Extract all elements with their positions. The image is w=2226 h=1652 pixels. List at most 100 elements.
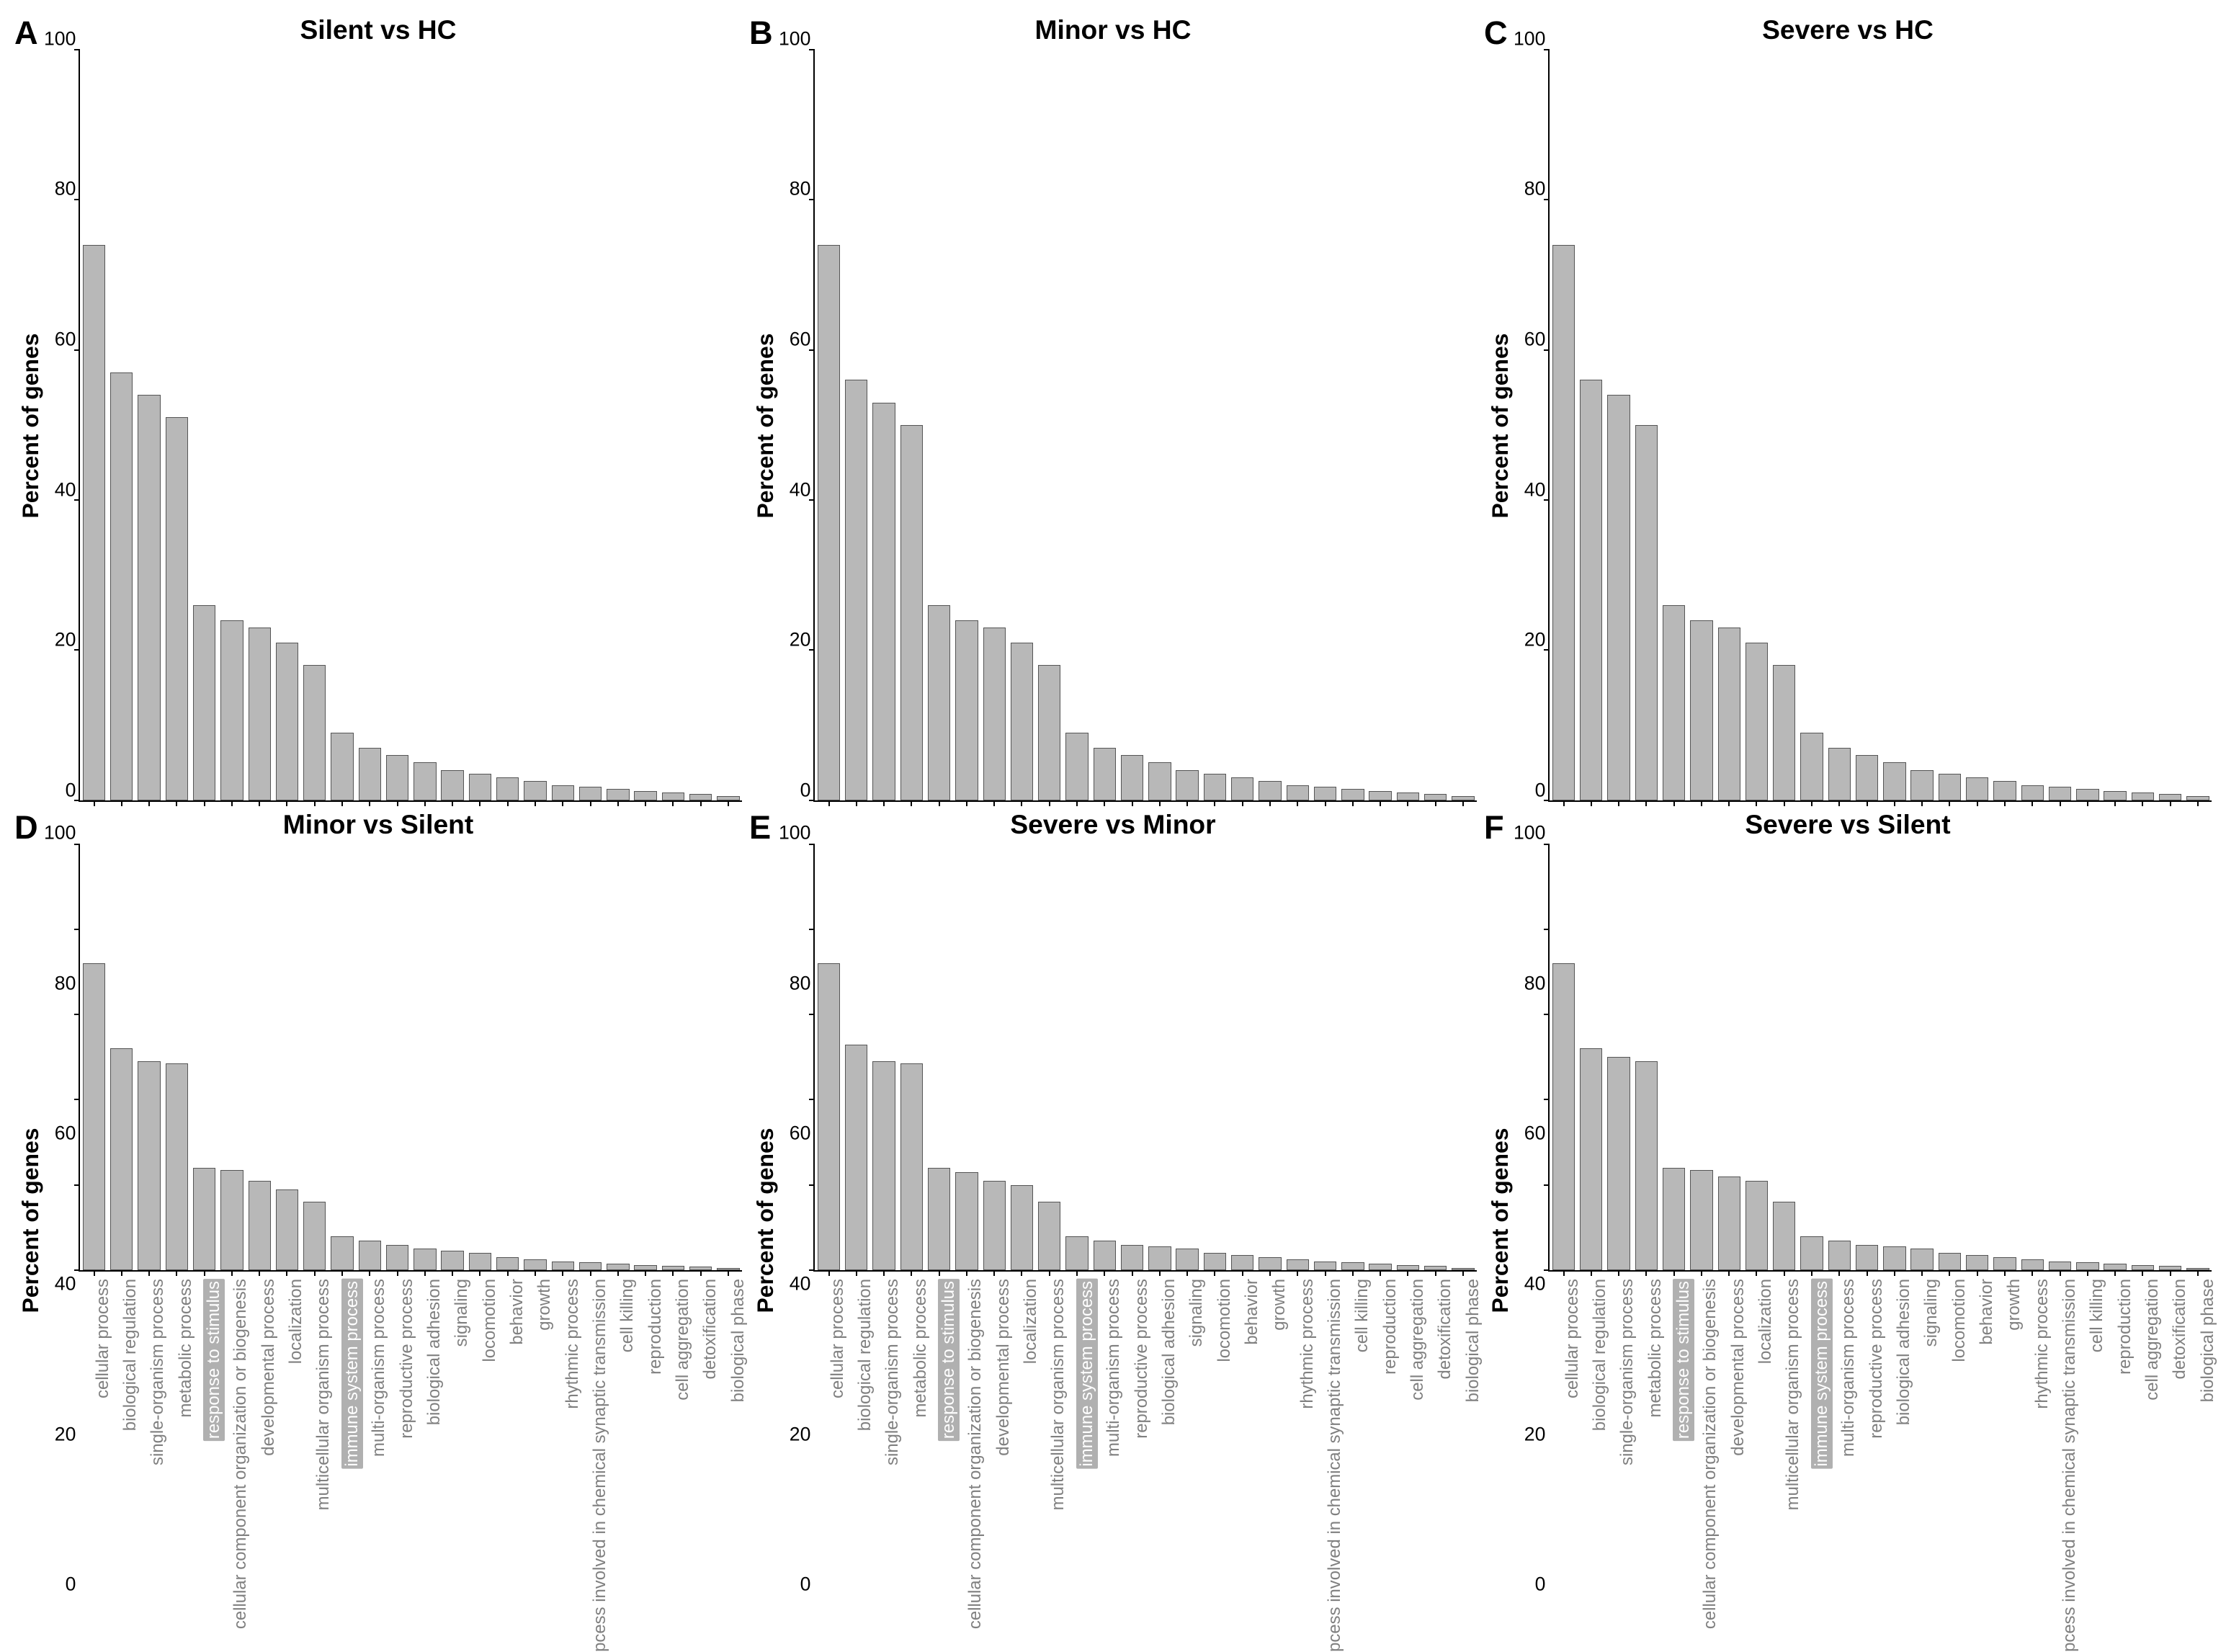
y-tick-label: 20 xyxy=(1524,629,1546,651)
bar xyxy=(276,643,298,800)
bar xyxy=(1828,748,1851,800)
x-label: biological phase xyxy=(728,1279,748,1402)
bar-slot xyxy=(576,50,604,800)
bar-slot xyxy=(1964,50,1991,800)
bar-slot xyxy=(2157,50,2184,800)
bar-slot xyxy=(1146,50,1174,800)
bar xyxy=(955,620,978,800)
y-tick-mark xyxy=(74,349,80,351)
y-axis-label: Percent of genes xyxy=(14,50,44,802)
bar-slot xyxy=(1936,50,1963,800)
bar-slot xyxy=(1367,844,1394,1271)
bar-slot xyxy=(1798,844,1825,1271)
bar-slot xyxy=(2019,50,2046,800)
bar xyxy=(1259,1257,1281,1270)
bar xyxy=(1397,792,1419,800)
bar xyxy=(1369,791,1391,800)
x-label: cell killing xyxy=(2087,1279,2107,1352)
bar-slot xyxy=(604,50,632,800)
plot-column: cellular processbiological regulationsin… xyxy=(813,844,1477,1597)
bar xyxy=(1773,1202,1795,1270)
y-tick-label: 20 xyxy=(55,1423,76,1445)
bar xyxy=(872,1061,895,1270)
bar xyxy=(1856,1245,1878,1270)
y-tick-mark xyxy=(74,49,80,50)
bar-slot xyxy=(1605,844,1632,1271)
bar xyxy=(2159,794,2181,800)
y-tick-label: 100 xyxy=(779,822,810,844)
bar-slot xyxy=(1964,844,1991,1271)
bar-slot xyxy=(1091,844,1118,1271)
y-tick-label: 40 xyxy=(1524,478,1546,501)
bar-slot xyxy=(1632,50,1660,800)
y-axis: 100806040200 xyxy=(779,844,813,1597)
y-axis: 100806040200 xyxy=(44,844,79,1597)
bar xyxy=(414,1249,436,1270)
x-label: developmental process xyxy=(1728,1279,1748,1456)
x-label: behavior xyxy=(507,1279,527,1345)
x-label: single-organism process xyxy=(148,1279,168,1465)
bar-slot xyxy=(2184,50,2212,800)
y-tick-label: 80 xyxy=(55,178,76,200)
bar-slot xyxy=(163,844,190,1271)
bar-slot xyxy=(1118,50,1145,800)
bar xyxy=(845,380,867,800)
bar-slot xyxy=(1063,50,1091,800)
bar-slot xyxy=(1201,844,1228,1271)
bar xyxy=(249,628,271,800)
bar xyxy=(607,1264,629,1270)
bar-slot xyxy=(1311,844,1338,1271)
bar-slot xyxy=(1688,844,1715,1271)
plot-area xyxy=(1548,844,2212,1272)
y-tick-mark xyxy=(1544,1099,1550,1100)
y-tick-label: 60 xyxy=(55,1122,76,1145)
plot-area xyxy=(79,844,742,1272)
bar xyxy=(662,1266,684,1270)
bar-slot xyxy=(1036,844,1063,1271)
bar-slot xyxy=(1394,844,1421,1271)
y-tick-mark xyxy=(1544,800,1550,801)
y-tick-label: 0 xyxy=(800,1573,811,1596)
x-label: multicellular organism process xyxy=(313,1279,334,1510)
bar-slot xyxy=(1201,50,1228,800)
bar xyxy=(220,620,243,800)
bar-slot xyxy=(715,50,742,800)
bar-slot xyxy=(1091,50,1118,800)
panel-c: CSevere vs HCPercent of genes10080604020… xyxy=(1484,14,2212,802)
bar-slot xyxy=(191,844,218,1271)
x-label: signaling xyxy=(1921,1279,1941,1347)
bar xyxy=(1607,1057,1630,1270)
bar-slot xyxy=(870,844,898,1271)
x-label: growth xyxy=(535,1279,555,1331)
bar xyxy=(689,794,712,800)
x-label: metabolic process xyxy=(1645,1279,1666,1418)
bar-slot xyxy=(659,844,687,1271)
bar-slot xyxy=(659,50,687,800)
plot-wrap: Percent of genes100806040200cellular pro… xyxy=(1484,844,2212,1597)
x-label: pcess involved in chemical synaptic tran… xyxy=(2060,1279,2080,1652)
bar xyxy=(496,1257,519,1270)
bar-slot xyxy=(494,844,522,1271)
y-tick-label: 100 xyxy=(1514,822,1545,844)
x-label: locomotion xyxy=(1949,1279,1970,1362)
x-label: cellular component organization or bioge… xyxy=(231,1279,251,1629)
x-label: reproduction xyxy=(2115,1279,2135,1375)
bar xyxy=(303,1202,326,1270)
bar xyxy=(1341,1262,1364,1270)
y-tick-label: 40 xyxy=(790,478,811,501)
panel-b: BMinor vs HCPercent of genes100806040200 xyxy=(749,14,1477,802)
bar xyxy=(634,1265,656,1270)
bar-slot xyxy=(135,50,163,800)
bar-slot xyxy=(108,50,135,800)
x-label: biological regulation xyxy=(120,1279,140,1431)
x-label: multi-organism process xyxy=(369,1279,389,1457)
bar-slot xyxy=(870,50,898,800)
bar xyxy=(359,1241,381,1270)
plot-wrap: Percent of genes100806040200 xyxy=(1484,50,2212,802)
y-tick-label: 60 xyxy=(790,328,811,350)
x-label: multi-organism process xyxy=(1838,1279,1859,1457)
bar xyxy=(1038,1202,1060,1270)
bar xyxy=(1314,787,1336,800)
plot-wrap: Percent of genes100806040200 xyxy=(14,50,742,802)
bar-slot xyxy=(80,844,107,1271)
